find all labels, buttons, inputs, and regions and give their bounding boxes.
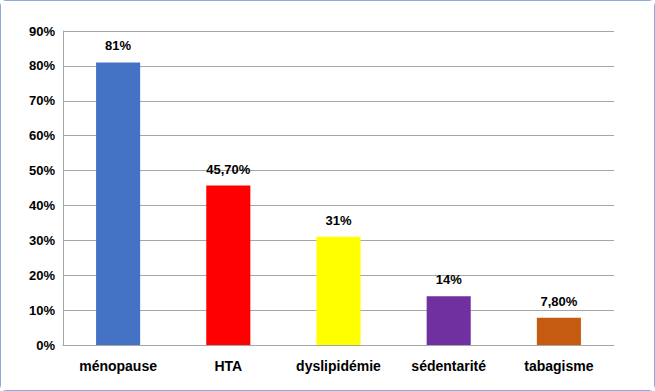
svg-text:60%: 60% [29, 128, 55, 143]
svg-text:50%: 50% [29, 163, 55, 178]
svg-text:7,80%: 7,80% [540, 294, 577, 309]
svg-text:14%: 14% [436, 272, 462, 287]
svg-text:31%: 31% [325, 213, 351, 228]
svg-text:20%: 20% [29, 268, 55, 283]
svg-text:81%: 81% [105, 38, 131, 53]
svg-text:30%: 30% [29, 233, 55, 248]
svg-text:ménopause: ménopause [79, 358, 157, 374]
svg-text:45,70%: 45,70% [206, 162, 251, 177]
svg-text:sédentarité: sédentarité [411, 358, 486, 374]
svg-text:10%: 10% [29, 303, 55, 318]
svg-text:80%: 80% [29, 58, 55, 73]
svg-text:70%: 70% [29, 93, 55, 108]
svg-text:HTA: HTA [214, 358, 242, 374]
svg-text:dyslipidémie: dyslipidémie [296, 358, 381, 374]
svg-text:40%: 40% [29, 198, 55, 213]
svg-text:90%: 90% [29, 24, 55, 39]
svg-text:0%: 0% [36, 338, 55, 353]
svg-text:tabagisme: tabagisme [524, 358, 593, 374]
